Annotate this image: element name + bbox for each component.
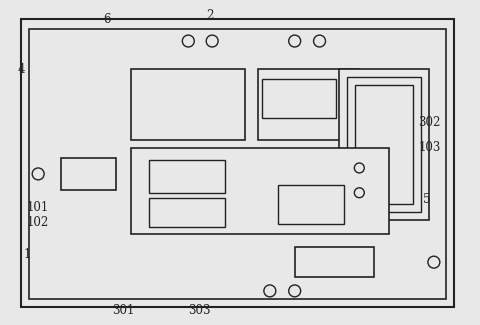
Ellipse shape <box>264 285 275 297</box>
Bar <box>21 19 453 307</box>
Bar <box>347 77 420 212</box>
Text: 301: 301 <box>112 304 134 317</box>
Text: 303: 303 <box>188 304 211 317</box>
Ellipse shape <box>354 163 363 173</box>
Text: 5: 5 <box>422 193 430 206</box>
Bar <box>131 69 244 140</box>
Ellipse shape <box>313 35 325 47</box>
Bar <box>261 79 336 118</box>
Text: 1: 1 <box>24 248 31 261</box>
Bar <box>61 158 116 190</box>
Bar <box>355 85 412 204</box>
Bar <box>148 160 225 193</box>
Bar <box>131 148 388 234</box>
Bar <box>294 247 373 277</box>
Ellipse shape <box>288 35 300 47</box>
Text: 103: 103 <box>417 141 440 154</box>
Ellipse shape <box>206 35 217 47</box>
Bar <box>277 185 344 225</box>
Bar <box>29 29 445 299</box>
Text: 6: 6 <box>103 13 110 26</box>
Bar <box>148 198 225 228</box>
Ellipse shape <box>427 256 439 268</box>
Bar <box>257 69 359 140</box>
Text: 101: 101 <box>26 201 48 214</box>
Text: 2: 2 <box>205 9 213 22</box>
Text: 302: 302 <box>417 116 440 129</box>
Ellipse shape <box>32 168 44 180</box>
Text: 102: 102 <box>26 215 48 228</box>
Bar <box>339 69 428 219</box>
Ellipse shape <box>288 285 300 297</box>
Ellipse shape <box>354 188 363 198</box>
Ellipse shape <box>182 35 194 47</box>
Text: 4: 4 <box>18 62 25 75</box>
